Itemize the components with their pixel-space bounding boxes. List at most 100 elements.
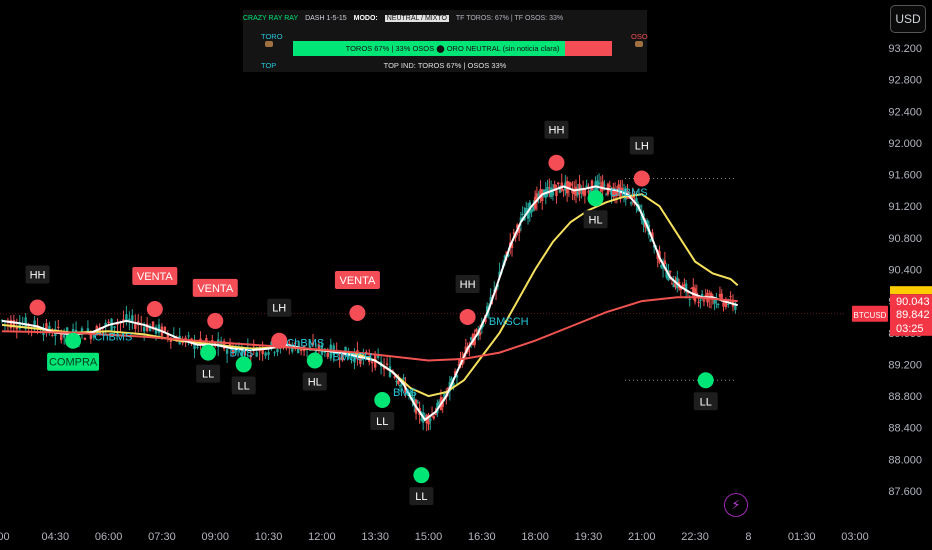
candle-body <box>537 193 540 198</box>
candle-body <box>402 377 405 380</box>
y-tick-label: 90.800 <box>888 233 922 245</box>
candle-body <box>432 416 436 419</box>
x-tick-label: 12:00 <box>308 531 336 543</box>
candle-body <box>166 334 170 338</box>
bull-signal-dot <box>587 190 604 207</box>
signal-marker: HH <box>544 120 569 171</box>
candle-body <box>393 376 396 378</box>
candle-body <box>45 323 48 333</box>
candle-body <box>154 326 158 334</box>
candle-body <box>240 349 244 357</box>
candle-body <box>516 224 519 229</box>
marker-tag <box>409 487 434 506</box>
candle-body <box>519 217 523 223</box>
candle-body <box>142 326 146 332</box>
candle-body <box>523 216 526 221</box>
candle-body <box>267 352 270 355</box>
candle-body <box>299 349 303 352</box>
upper-price-tag <box>890 294 932 309</box>
marker-label: VENTA <box>197 283 234 295</box>
candle-body <box>452 382 455 388</box>
candle-body <box>583 189 587 196</box>
candle-body <box>548 187 551 189</box>
marker-tag <box>629 136 654 155</box>
candle-body <box>699 299 702 301</box>
candle-body <box>395 381 398 383</box>
marker-label: HH <box>549 125 565 137</box>
signal-marker: HH <box>455 274 480 325</box>
candle-body <box>679 287 683 290</box>
dashboard-mode-value: NEUTRAL / MIXTO <box>384 15 450 22</box>
candle-body <box>603 184 606 186</box>
x-tick-label: 06:00 <box>95 531 123 543</box>
x-tick-label: 03:00 <box>841 531 869 543</box>
candle-body <box>469 337 473 341</box>
lightning-icon[interactable]: ⚡ <box>724 493 748 517</box>
signal-marker: HL <box>302 352 327 391</box>
candle-body <box>555 190 558 197</box>
marker-label: HL <box>308 376 322 388</box>
bear-signal-dot <box>271 332 288 349</box>
candle-body <box>601 181 604 191</box>
bear-signal-dot <box>633 170 650 187</box>
candle-body <box>157 324 161 333</box>
candle-body <box>525 208 528 215</box>
signal-marker: LH <box>267 298 292 349</box>
red-ma-line <box>1 296 738 362</box>
signal-marker: VENTA <box>192 278 238 329</box>
x-tick-label: 22:30 <box>681 531 709 543</box>
candle-body <box>716 303 720 305</box>
price-tag-yellow <box>890 286 932 295</box>
candle-body <box>398 385 402 387</box>
dashboard-dash: DASH 1-5-15 <box>305 15 347 22</box>
candle-body <box>163 326 167 332</box>
candle-body <box>234 348 238 353</box>
signal-marker: LH <box>629 136 654 187</box>
candle-body <box>589 189 592 195</box>
candle-body <box>633 200 636 202</box>
candle-body <box>397 380 400 384</box>
structure-label: BMSCH <box>333 352 373 364</box>
candle-body <box>507 254 510 257</box>
last-price-text: 89.842 <box>896 309 930 321</box>
candle-body <box>131 315 134 322</box>
signal-marker: LL <box>231 356 256 395</box>
bear-signal-dot <box>207 312 224 329</box>
candle-body <box>296 347 300 353</box>
candle-body <box>317 344 321 352</box>
y-tick-label: 89.200 <box>888 359 922 371</box>
candle-body <box>89 332 93 340</box>
candle-body <box>553 184 556 191</box>
candle-body <box>104 322 107 327</box>
candle-body <box>615 190 619 197</box>
candle-body <box>0 320 4 322</box>
signal-marker: LL <box>409 467 434 506</box>
candle-body <box>692 286 695 297</box>
sentiment-dashboard: CRAZY RAY RAY DASH 1-5-15 MODO: NEUTRAL … <box>243 10 648 72</box>
candle-body <box>219 340 223 347</box>
candle-body <box>597 182 601 185</box>
candle-body <box>196 346 199 348</box>
symbol-tag <box>852 305 888 322</box>
bull-signal-dot <box>413 467 430 484</box>
candle-body <box>709 292 713 300</box>
candle-body <box>125 314 128 322</box>
marker-tag <box>334 271 380 290</box>
candle-body <box>80 328 84 332</box>
marker-tag <box>693 392 718 411</box>
candle-body <box>314 351 318 353</box>
bull-signal-dot <box>306 352 323 369</box>
structure-label: ChBMS <box>286 337 324 349</box>
candle-body <box>684 283 688 293</box>
candle-body <box>521 213 524 215</box>
candle-body <box>122 319 125 322</box>
currency-button[interactable]: USD <box>890 5 926 33</box>
marker-tag <box>302 372 327 391</box>
candle-body <box>574 186 578 196</box>
oso-label: OSO <box>631 32 648 41</box>
candle-body <box>660 265 663 268</box>
marker-tag <box>192 278 238 297</box>
candle-body <box>48 325 51 332</box>
y-tick-label: 87.600 <box>888 486 922 498</box>
